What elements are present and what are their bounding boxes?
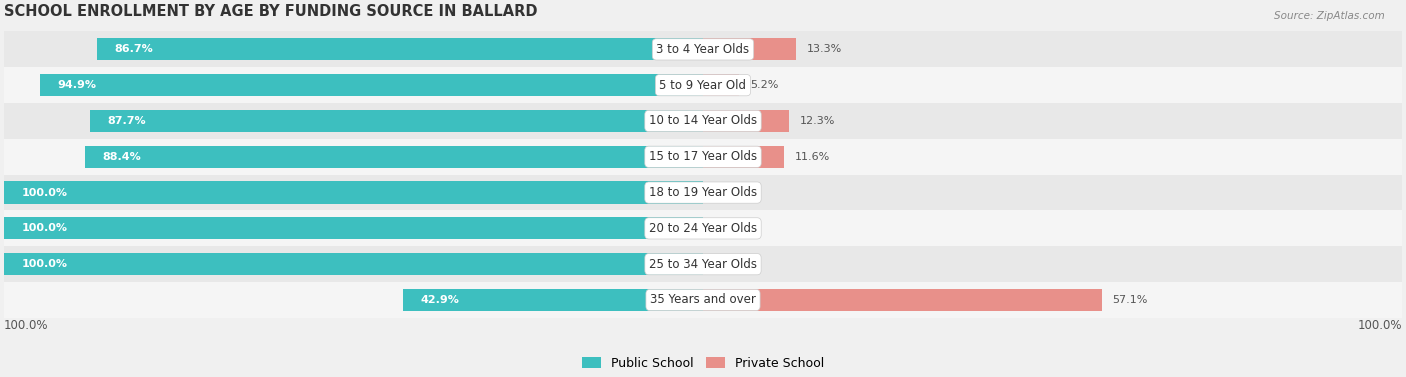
Bar	[4, 210, 1402, 246]
Text: 100.0%: 100.0%	[1357, 319, 1402, 332]
Text: 94.9%: 94.9%	[58, 80, 96, 90]
Bar	[4, 175, 1402, 210]
Text: 15 to 17 Year Olds: 15 to 17 Year Olds	[650, 150, 756, 163]
Bar	[4, 253, 703, 275]
Text: 5.2%: 5.2%	[749, 80, 778, 90]
Bar	[4, 67, 1402, 103]
Text: 18 to 19 Year Olds: 18 to 19 Year Olds	[650, 186, 756, 199]
Text: 0.0%: 0.0%	[713, 224, 742, 233]
Text: 3 to 4 Year Olds: 3 to 4 Year Olds	[657, 43, 749, 56]
Text: 88.4%: 88.4%	[103, 152, 142, 162]
Bar	[4, 246, 1402, 282]
Bar	[703, 110, 789, 132]
Text: 57.1%: 57.1%	[1112, 295, 1147, 305]
Text: SCHOOL ENROLLMENT BY AGE BY FUNDING SOURCE IN BALLARD: SCHOOL ENROLLMENT BY AGE BY FUNDING SOUR…	[4, 4, 537, 19]
Bar	[86, 146, 703, 168]
Legend: Public School, Private School: Public School, Private School	[576, 352, 830, 375]
Text: 86.7%: 86.7%	[114, 44, 153, 54]
Bar	[4, 32, 1402, 67]
Text: 35 Years and over: 35 Years and over	[650, 293, 756, 307]
Bar	[703, 74, 740, 96]
Bar	[4, 103, 1402, 139]
Bar	[703, 289, 1102, 311]
Text: Source: ZipAtlas.com: Source: ZipAtlas.com	[1274, 11, 1385, 21]
Text: 12.3%: 12.3%	[800, 116, 835, 126]
Bar	[703, 146, 785, 168]
Text: 10 to 14 Year Olds: 10 to 14 Year Olds	[650, 115, 756, 127]
Bar	[39, 74, 703, 96]
Bar	[4, 282, 1402, 318]
Bar	[404, 289, 703, 311]
Text: 100.0%: 100.0%	[21, 259, 67, 269]
Text: 100.0%: 100.0%	[21, 188, 67, 198]
Text: 25 to 34 Year Olds: 25 to 34 Year Olds	[650, 258, 756, 271]
Text: 0.0%: 0.0%	[713, 259, 742, 269]
Text: 13.3%: 13.3%	[807, 44, 842, 54]
Text: 20 to 24 Year Olds: 20 to 24 Year Olds	[650, 222, 756, 235]
Text: 87.7%: 87.7%	[108, 116, 146, 126]
Text: 100.0%: 100.0%	[4, 319, 49, 332]
Bar	[4, 139, 1402, 175]
Bar	[4, 217, 703, 239]
Bar	[4, 181, 703, 204]
Bar	[703, 38, 796, 60]
Bar	[90, 110, 703, 132]
Text: 42.9%: 42.9%	[420, 295, 460, 305]
Bar	[97, 38, 703, 60]
Text: 0.0%: 0.0%	[713, 188, 742, 198]
Text: 11.6%: 11.6%	[794, 152, 830, 162]
Text: 100.0%: 100.0%	[21, 224, 67, 233]
Text: 5 to 9 Year Old: 5 to 9 Year Old	[659, 79, 747, 92]
